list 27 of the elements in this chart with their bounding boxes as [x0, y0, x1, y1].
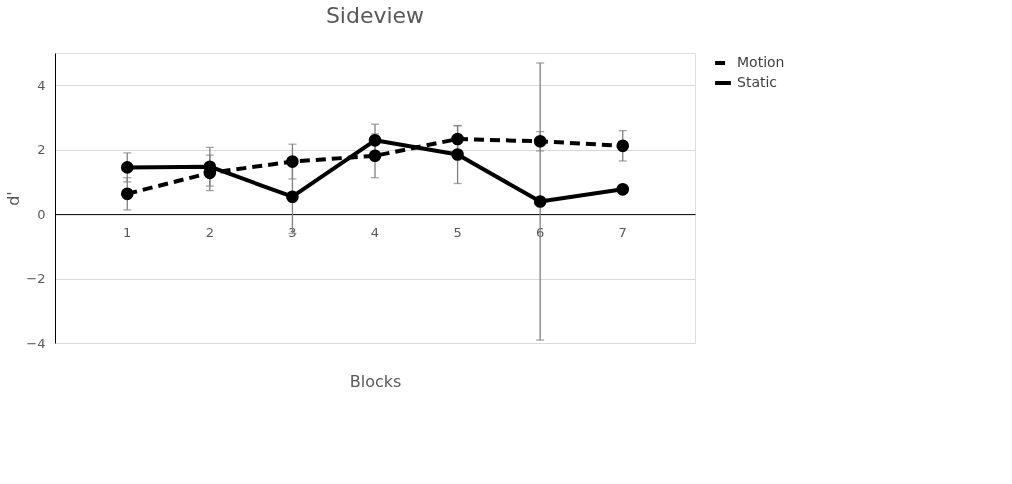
point — [616, 139, 630, 153]
y-tick-label: 4 — [37, 77, 46, 93]
point — [533, 195, 547, 208]
y-tick-label: 2 — [37, 142, 46, 158]
legend-label: Static — [737, 74, 778, 90]
y-tick-label: 0 — [37, 206, 46, 222]
point — [120, 187, 134, 201]
legend-label: Motion — [737, 54, 785, 70]
point — [286, 155, 299, 168]
point — [451, 148, 464, 161]
point — [616, 182, 630, 196]
x-tick-label: 2 — [205, 224, 214, 240]
point — [120, 161, 134, 174]
point — [451, 132, 464, 146]
y-tick-label: −2 — [26, 271, 46, 287]
x-tick-label: 1 — [123, 224, 132, 240]
x-tick-label: 4 — [370, 224, 380, 240]
x-axis-title: Blocks — [349, 371, 402, 391]
y-axis-title: d' — [4, 191, 24, 206]
x-tick-label: 5 — [453, 224, 462, 240]
point — [286, 190, 299, 204]
point — [368, 134, 382, 147]
point — [368, 149, 382, 163]
chart-title: Sideview — [325, 3, 425, 28]
point — [533, 134, 547, 148]
x-tick-label: 7 — [618, 224, 627, 240]
y-tick-label: −4 — [26, 335, 46, 351]
